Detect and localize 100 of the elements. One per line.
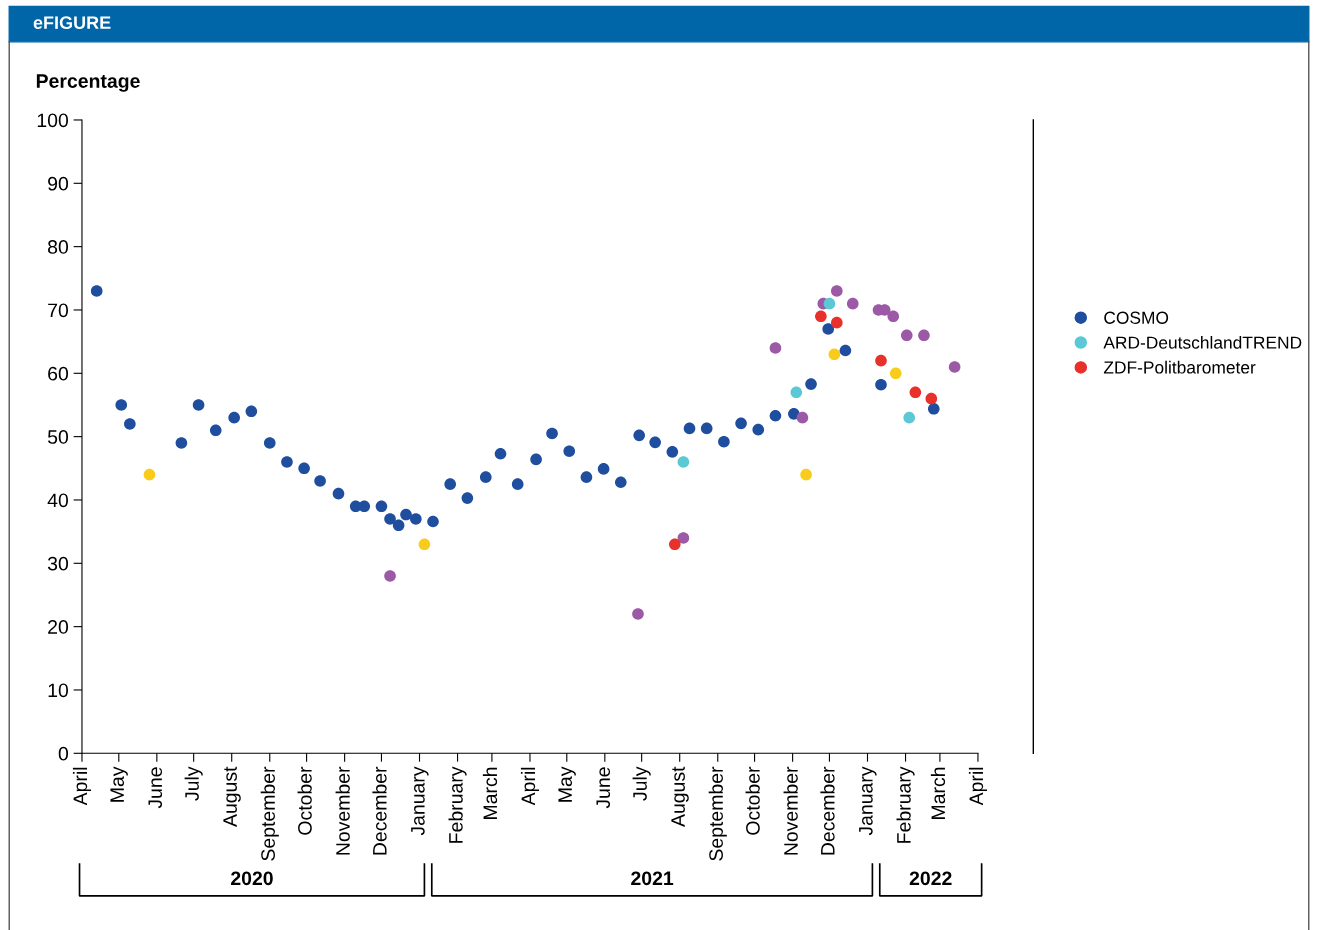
y-tick-label: 0 — [58, 746, 69, 761]
point — [494, 447, 507, 460]
point — [444, 478, 456, 490]
point — [192, 399, 205, 411]
point — [332, 487, 345, 500]
legend-label: ZDF-Politbarometer — [1103, 360, 1256, 374]
point — [822, 323, 835, 335]
point — [400, 508, 412, 521]
point — [677, 532, 690, 544]
point — [209, 424, 222, 437]
text: 2021 — [631, 871, 674, 886]
point — [392, 519, 405, 532]
chart-title: eFIGURE — [33, 16, 111, 30]
point — [124, 418, 136, 430]
point — [418, 538, 431, 551]
point — [228, 411, 240, 424]
x-tick-label: December — [820, 766, 835, 855]
point — [875, 354, 887, 367]
x-tick-label: July — [184, 766, 203, 801]
point — [580, 471, 593, 483]
x-tick-label: November — [783, 766, 798, 855]
y-tick-label: 60 — [48, 366, 69, 381]
point — [790, 386, 803, 399]
x-tick-label: August — [671, 766, 689, 827]
point — [927, 402, 940, 415]
x-tick-label: June — [596, 767, 611, 809]
x-tick-label: February — [896, 766, 915, 843]
point — [700, 422, 713, 435]
x-tick-label: October — [745, 766, 760, 835]
point — [563, 445, 576, 458]
x-tick-label: August — [223, 766, 241, 827]
y-tick-label: 50 — [47, 430, 69, 444]
x-tick-label: January — [411, 766, 429, 836]
point — [384, 570, 396, 582]
x-tick-label: April — [72, 767, 92, 806]
point — [143, 468, 156, 481]
point — [800, 468, 812, 481]
point — [815, 310, 827, 323]
y-tick-label: 20 — [48, 620, 69, 634]
x-tick-label: October — [297, 766, 312, 835]
point — [427, 515, 439, 528]
point — [796, 411, 809, 424]
x-tick-label: April — [520, 767, 540, 806]
y-tick-label: 90 — [48, 176, 69, 191]
point — [718, 435, 730, 448]
x-tick-label: June — [148, 767, 163, 809]
point — [805, 378, 817, 390]
point — [889, 367, 902, 380]
point — [903, 411, 916, 424]
x-tick-label: March — [482, 767, 498, 819]
point — [823, 297, 836, 310]
x-tick-label: March — [930, 767, 946, 819]
point — [900, 329, 913, 342]
point — [281, 456, 293, 468]
point — [298, 462, 310, 475]
point — [909, 386, 922, 399]
point — [839, 344, 852, 357]
point — [769, 342, 782, 354]
point — [752, 423, 765, 436]
point — [597, 463, 610, 475]
point — [546, 427, 558, 440]
point — [918, 329, 930, 342]
point — [633, 429, 646, 442]
text: 2020 — [231, 871, 273, 886]
point — [666, 446, 679, 458]
point — [769, 409, 782, 422]
point — [115, 399, 128, 411]
y-tick-label: 70 — [48, 303, 69, 318]
legend-label: ARD-DeutschlandTREND — [1103, 336, 1302, 349]
x-tick-label: April — [968, 767, 988, 806]
x-tick-label: December — [372, 766, 387, 855]
x-tick-label: July — [632, 766, 651, 801]
point — [948, 361, 961, 373]
x-tick-label: September — [260, 766, 279, 861]
point — [677, 456, 690, 468]
point — [831, 285, 843, 297]
point — [245, 405, 258, 418]
point — [175, 437, 188, 449]
point — [530, 453, 542, 466]
point — [735, 417, 747, 430]
y-tick-label: 80 — [48, 240, 69, 254]
x-tick-label: November — [335, 766, 350, 855]
x-tick-label: May — [110, 766, 128, 802]
point — [614, 476, 627, 489]
point — [668, 538, 681, 551]
point — [875, 378, 887, 391]
x-tick-label: February — [448, 766, 467, 843]
x-tick-label: May — [558, 766, 576, 802]
point — [632, 608, 644, 620]
y-tick-label: 10 — [48, 683, 69, 698]
point — [828, 348, 841, 361]
point — [511, 478, 524, 490]
legend-label: COSMO — [1104, 311, 1169, 324]
point — [846, 297, 859, 310]
x-tick-label: January — [859, 766, 877, 836]
point — [90, 285, 103, 297]
text: 2022 — [909, 871, 952, 886]
point — [410, 513, 422, 525]
point — [831, 316, 843, 329]
y-tick-label: 30 — [47, 556, 69, 571]
